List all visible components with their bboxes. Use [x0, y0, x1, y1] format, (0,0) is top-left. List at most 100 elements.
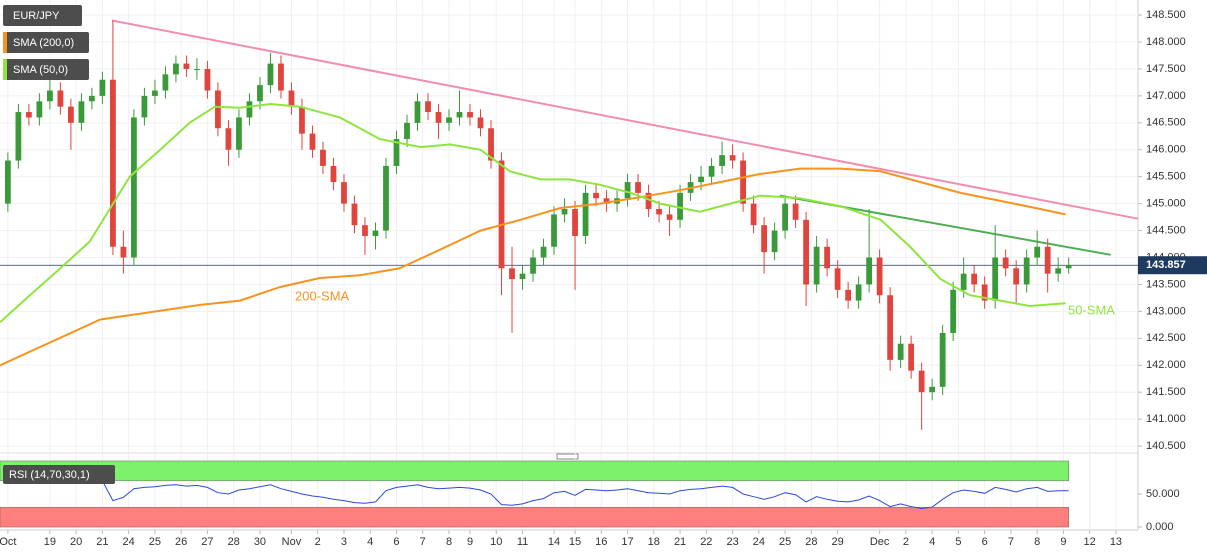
x-tick-label: 24: [753, 536, 765, 548]
candle-body: [414, 101, 421, 123]
sma-line: [0, 102, 1066, 323]
candle-body: [78, 101, 85, 123]
legend-box: [3, 59, 89, 80]
legend-item[interactable]: SMA (50,0): [3, 59, 89, 80]
y-tick-label: 148.000: [1146, 36, 1186, 48]
candle-body: [456, 112, 463, 118]
candle-body: [824, 246, 830, 269]
y-tick-label: 145.500: [1146, 171, 1186, 183]
candle-body: [425, 101, 431, 113]
x-tick-label: 2: [903, 536, 909, 548]
candle-body: [960, 273, 967, 290]
candle-body: [4, 160, 11, 204]
legend-item[interactable]: SMA (200,0): [3, 32, 89, 53]
x-tick-label: 28: [805, 536, 817, 548]
sma-annotation: 50-SMA: [1068, 302, 1115, 317]
candle-body: [68, 106, 74, 123]
x-tick-label: 12: [1084, 536, 1096, 548]
x-tick-label: 30: [254, 536, 266, 548]
candle-body: [383, 165, 389, 231]
resize-handle[interactable]: [556, 453, 579, 460]
x-tick-label: 25: [779, 536, 791, 548]
x-tick-label: 6: [982, 536, 988, 548]
candle-body: [488, 128, 494, 161]
candle-body: [603, 198, 610, 204]
candle-body: [183, 63, 190, 69]
candle-body: [162, 74, 169, 91]
candle-body: [572, 209, 578, 236]
x-tick-label: 10: [490, 536, 502, 548]
candle-body: [152, 90, 158, 96]
candle-body: [519, 273, 526, 280]
x-tick-label: 6: [393, 536, 399, 548]
candle-body: [666, 214, 673, 220]
candle-body: [225, 128, 232, 150]
legend-label: EUR/JPY: [13, 10, 60, 22]
candle-body: [1002, 257, 1009, 269]
candle-body: [299, 106, 305, 134]
candle-body: [803, 219, 809, 285]
candle-body: [393, 138, 400, 166]
candle-body: [750, 203, 757, 226]
indicator-label-box: [3, 465, 115, 484]
legend-swatch: [3, 59, 7, 80]
legend-box: [3, 32, 89, 53]
trendline: [111, 19, 1139, 220]
y-tick-label: 143.500: [1146, 278, 1186, 290]
x-tick-label: 4: [929, 536, 935, 548]
candle-body: [792, 203, 799, 220]
x-tick-label: 26: [175, 536, 187, 548]
candle-body: [645, 192, 652, 210]
candle-body: [950, 289, 957, 333]
y-tick-label: 50.000: [1146, 488, 1180, 500]
candle-body: [467, 112, 473, 118]
candle-body: [561, 209, 568, 215]
candle-body: [509, 268, 515, 280]
candle-body: [435, 112, 442, 123]
legend-label: SMA (50,0): [13, 64, 68, 76]
candle-body: [372, 230, 379, 236]
y-tick-label: 146.000: [1146, 144, 1186, 156]
x-tick-label: 27: [201, 536, 213, 548]
candle-body: [719, 155, 725, 166]
candle-body: [845, 289, 852, 301]
candle-body: [89, 95, 95, 102]
candle-body: [1065, 265, 1072, 269]
x-tick-label: 28: [228, 536, 240, 548]
candle-body: [855, 284, 862, 301]
candle-body: [141, 95, 148, 118]
legend-item[interactable]: EUR/JPY: [3, 5, 82, 26]
legend-label: SMA (200,0): [13, 37, 74, 49]
candle-body: [215, 90, 221, 129]
y-tick-label: 142.000: [1146, 359, 1186, 371]
x-tick-label: 24: [123, 536, 135, 548]
x-tick-label: 29: [831, 536, 843, 548]
candle-body: [551, 214, 557, 247]
x-tick-label: 9: [1060, 536, 1066, 548]
candle-body: [771, 230, 778, 253]
x-tick-label: Nov: [282, 536, 302, 548]
y-tick-label: 147.000: [1146, 90, 1186, 102]
candle-body: [876, 257, 883, 296]
x-tick-label: 13: [1110, 536, 1122, 548]
candle-body: [740, 160, 746, 204]
last-price-label: 143.857: [1146, 259, 1186, 271]
rsi-band: [0, 506, 1069, 528]
candle-body: [582, 192, 589, 236]
candle-body: [698, 176, 704, 183]
candle-body: [624, 182, 631, 199]
candle-body: [782, 203, 788, 231]
candle-body: [656, 209, 662, 215]
x-tick-label: Dec: [870, 536, 890, 548]
candle-body: [309, 133, 316, 150]
sma-annotation: 200-SMA: [295, 288, 350, 303]
candle-body: [446, 117, 452, 123]
x-tick-label: 22: [700, 536, 712, 548]
y-tick-label: 146.500: [1146, 117, 1186, 129]
rsi-band: [0, 460, 1069, 482]
x-tick-label: 9: [467, 536, 473, 548]
candle-body: [992, 257, 999, 301]
candle-body: [677, 192, 683, 220]
